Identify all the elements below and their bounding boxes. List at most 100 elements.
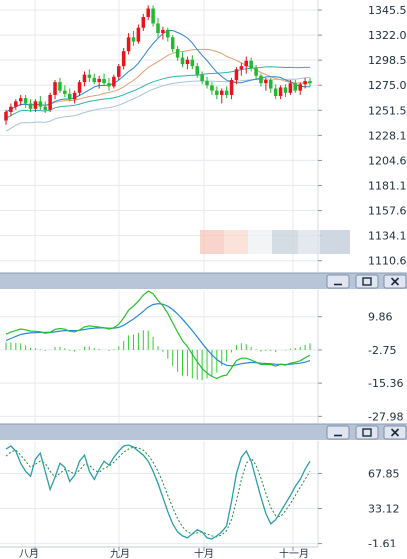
candle-body xyxy=(77,82,82,93)
restore-button[interactable] xyxy=(355,274,379,289)
candle-body xyxy=(38,101,43,107)
x-axis: 八月 九月 十月 十一月 xyxy=(0,546,407,559)
restore-icon xyxy=(362,428,372,437)
candle-body xyxy=(63,90,67,94)
candle xyxy=(180,52,185,68)
candle xyxy=(136,24,141,44)
y-tick-label: 1204.60 xyxy=(368,154,407,167)
candle xyxy=(224,86,229,99)
candle-body xyxy=(151,8,155,24)
candle-body xyxy=(82,74,87,83)
y-tick-label: 1228.10 xyxy=(368,129,407,142)
candle-body xyxy=(53,82,57,95)
y-tick-label: 1134.10 xyxy=(368,230,407,243)
candle xyxy=(14,99,18,110)
candle-body xyxy=(239,66,244,70)
close-button[interactable] xyxy=(383,274,407,289)
panel-divider-2 xyxy=(0,423,407,440)
candle-body xyxy=(92,77,97,83)
candle-body xyxy=(269,80,273,89)
candle-body xyxy=(112,76,116,87)
candle-body xyxy=(141,17,146,28)
close-button[interactable] xyxy=(383,425,407,440)
candle-body xyxy=(224,90,229,95)
candle xyxy=(131,30,136,46)
macd-dea-line xyxy=(5,303,311,367)
candle-body xyxy=(190,59,195,67)
candle-body xyxy=(72,92,77,100)
candle-body xyxy=(67,93,72,100)
candle-body xyxy=(156,23,160,34)
watermark xyxy=(200,230,350,254)
candle xyxy=(102,73,106,86)
y-tick-label: 1322.09 xyxy=(368,29,407,42)
macd-dif-line xyxy=(5,290,311,380)
candle-body xyxy=(195,66,199,75)
y-tick-label: 1181.10 xyxy=(368,179,407,192)
x-tick-label: 八月 xyxy=(19,548,39,559)
indicator-1-grid xyxy=(0,290,319,423)
candle xyxy=(126,33,131,55)
candle-body xyxy=(244,60,249,67)
candle-body xyxy=(121,51,126,67)
candle-body xyxy=(219,90,224,95)
candle xyxy=(210,82,214,95)
close-icon xyxy=(390,428,400,437)
candle-body xyxy=(126,37,131,52)
candle xyxy=(215,86,219,100)
candle-body xyxy=(264,80,268,84)
candle xyxy=(4,109,8,125)
candle-body xyxy=(18,98,23,102)
candle xyxy=(283,84,288,98)
candle xyxy=(249,57,253,72)
minimize-button[interactable] xyxy=(326,425,350,440)
candle xyxy=(190,55,195,70)
ma-long-1-line xyxy=(5,66,310,119)
candle xyxy=(18,94,23,106)
candle xyxy=(219,88,224,104)
y-tick-label: -15.36 xyxy=(368,377,403,390)
candle xyxy=(234,67,239,85)
candle-body xyxy=(136,27,141,42)
candle xyxy=(121,48,126,70)
candle xyxy=(195,62,199,78)
candle xyxy=(170,35,175,53)
candle-body xyxy=(278,87,283,96)
candle-body xyxy=(161,29,165,34)
panel-2-controls xyxy=(326,425,407,440)
candle-body xyxy=(175,49,180,58)
restore-button[interactable] xyxy=(355,425,379,440)
candle-body xyxy=(298,84,302,91)
candle-body xyxy=(303,81,307,85)
candle xyxy=(107,77,111,91)
candle-body xyxy=(170,37,175,50)
macd-histogram xyxy=(5,330,311,381)
candle xyxy=(63,85,67,98)
y-tick-label: 1298.59 xyxy=(368,54,407,67)
candle xyxy=(87,69,92,83)
candle xyxy=(117,64,121,80)
y-tick-label: 1110.60 xyxy=(368,255,407,268)
restore-icon xyxy=(362,277,372,286)
minimize-button[interactable] xyxy=(326,274,350,289)
candle-body xyxy=(48,94,52,110)
indicator-1-y-axis: 9.86 -2.75 -15.36 -27.98 xyxy=(318,311,403,423)
candle xyxy=(43,101,47,114)
panel-1-controls xyxy=(326,274,407,289)
candle xyxy=(175,45,180,61)
candle-body xyxy=(288,83,293,93)
candle xyxy=(259,73,263,87)
x-axis-bg xyxy=(0,547,407,559)
candle-body xyxy=(180,57,185,64)
candle-body xyxy=(102,78,106,84)
candle-body xyxy=(107,83,111,87)
candle-body xyxy=(210,85,214,91)
candle-body xyxy=(215,90,219,95)
y-tick-label: -2.75 xyxy=(368,344,396,357)
candle xyxy=(161,26,165,40)
stochastic-lines xyxy=(5,444,311,540)
candle xyxy=(58,77,62,93)
indicator-2-grid xyxy=(0,441,319,547)
y-tick-label: 1275.09 xyxy=(368,79,407,92)
